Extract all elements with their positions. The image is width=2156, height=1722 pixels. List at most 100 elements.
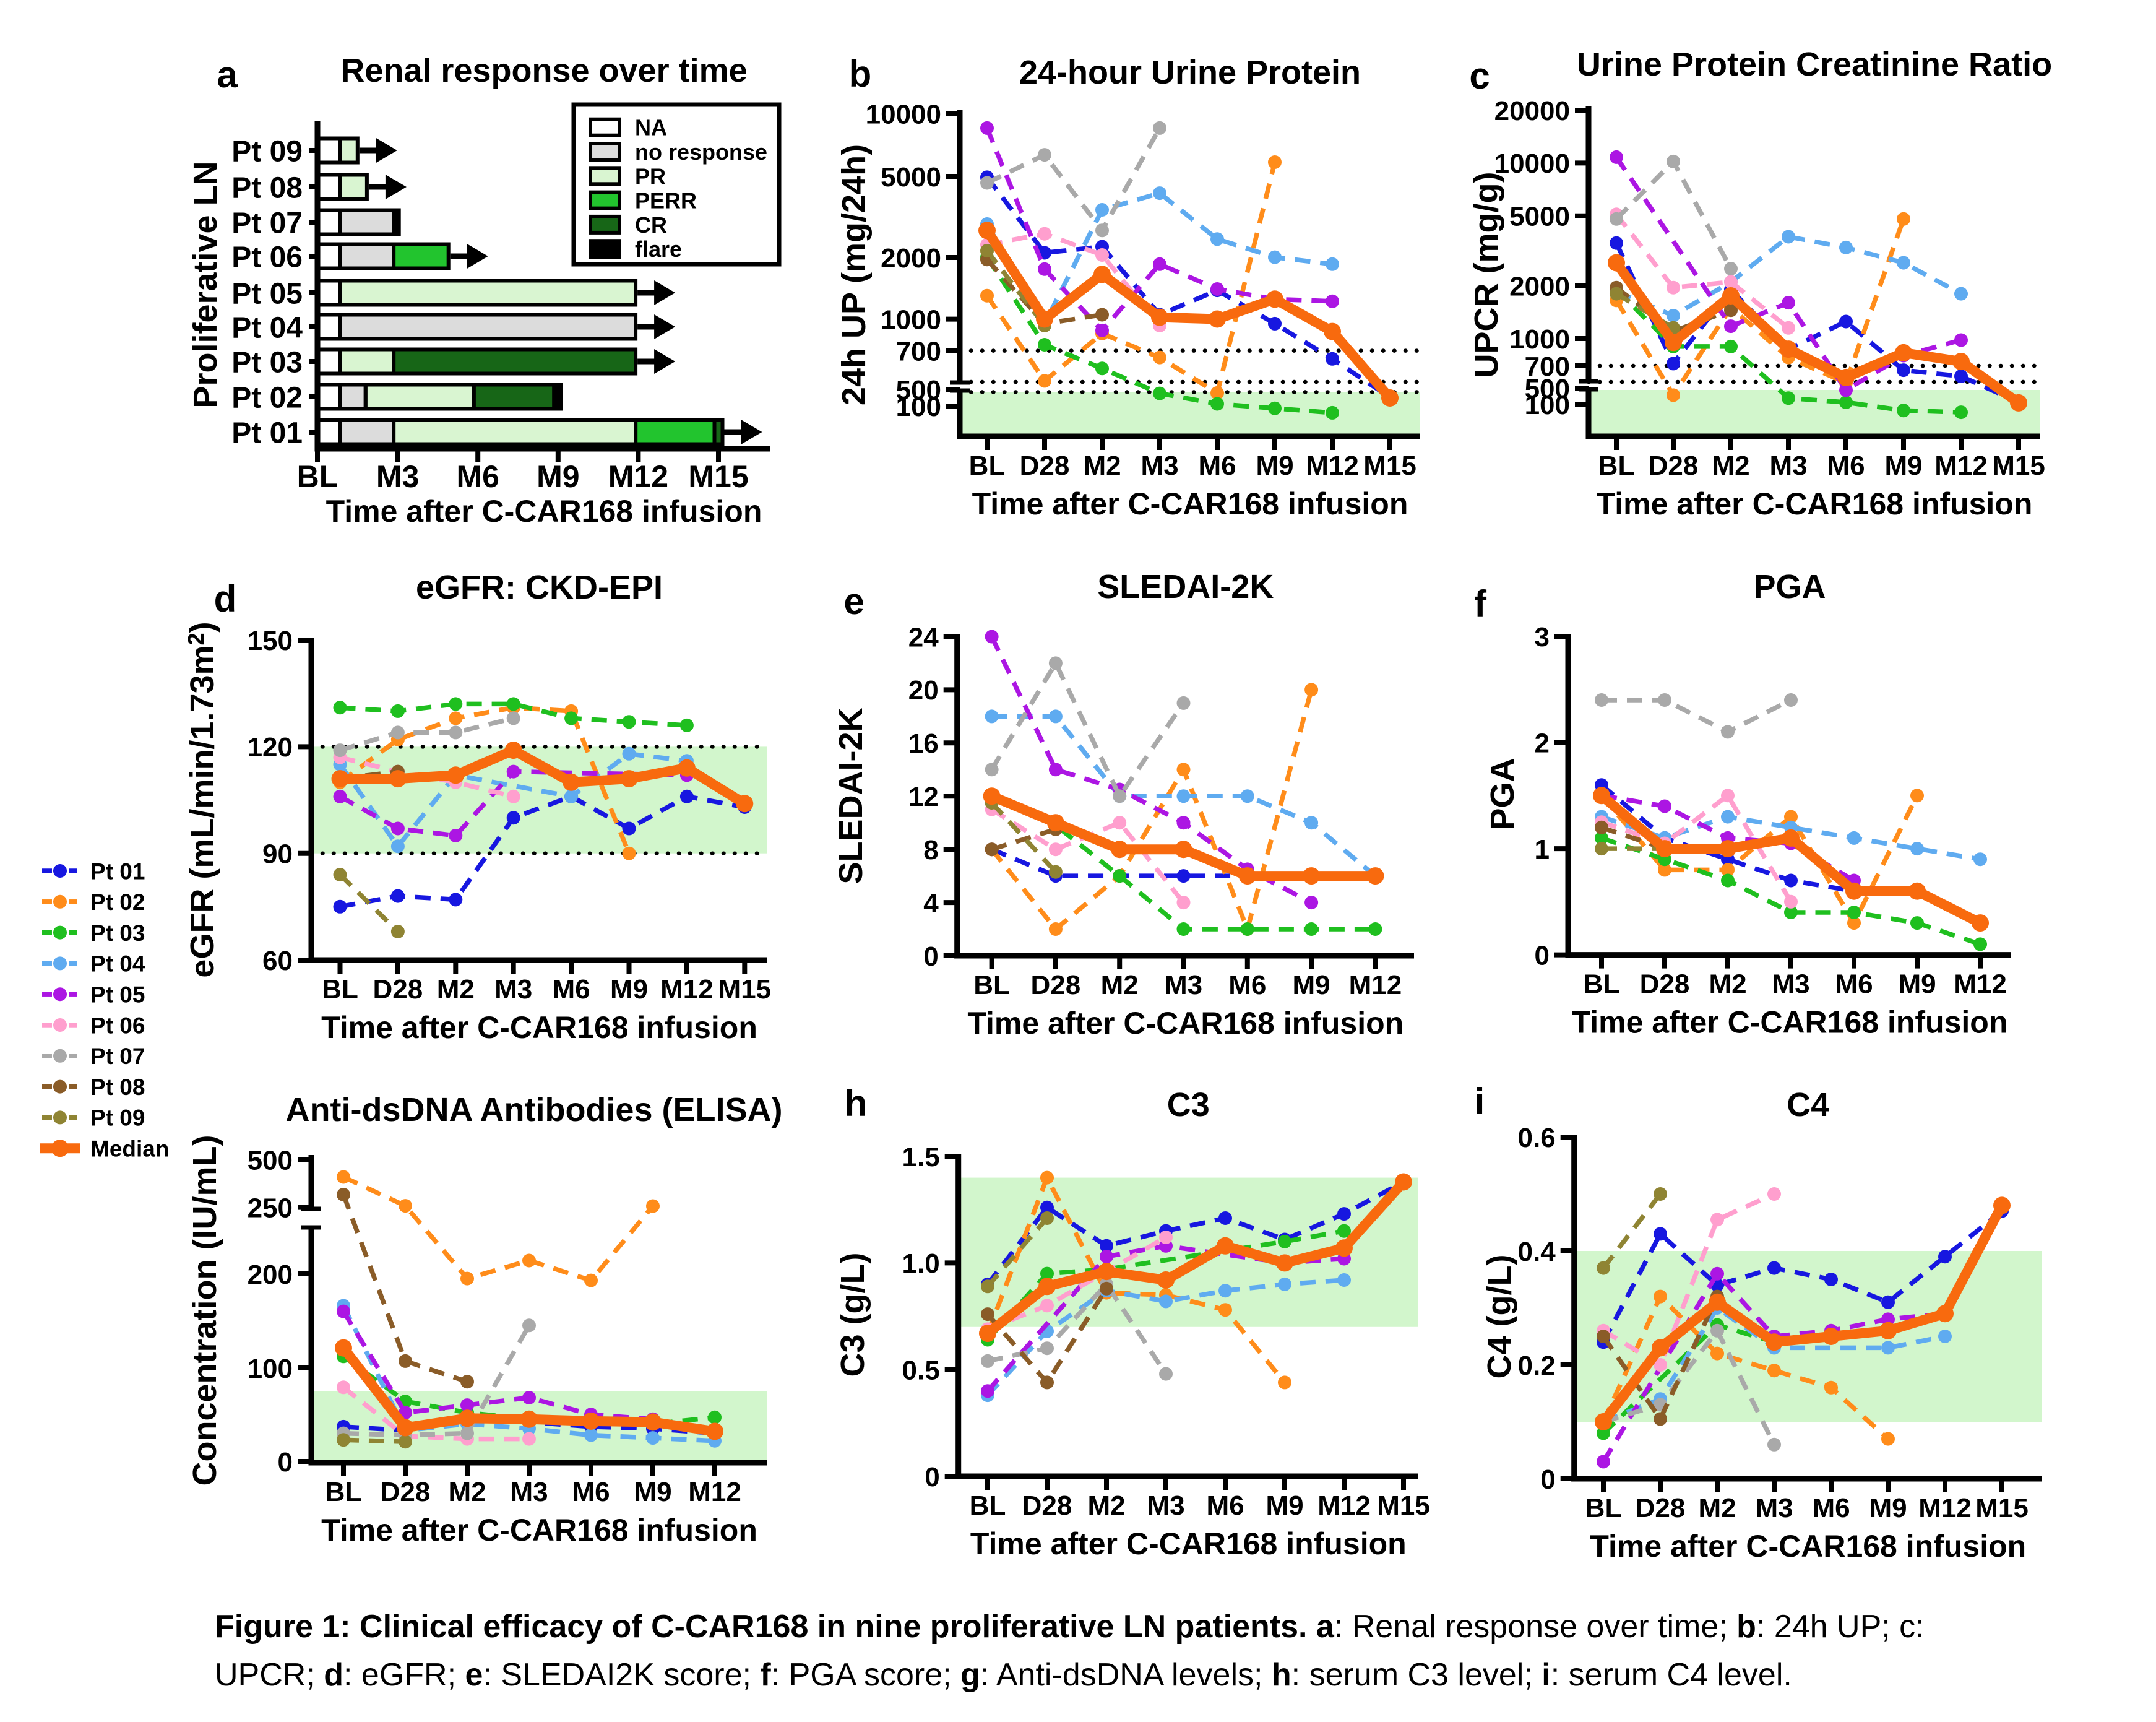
svg-text:2000: 2000	[1509, 271, 1570, 301]
svg-text:20000: 20000	[1494, 96, 1570, 126]
svg-text:Pt 05: Pt 05	[231, 277, 303, 310]
svg-text:PERR: PERR	[635, 188, 697, 214]
svg-text:M6: M6	[1835, 969, 1873, 999]
svg-text:f: f	[1474, 583, 1487, 625]
svg-text:24h UP (mg/24h): 24h UP (mg/24h)	[835, 144, 873, 405]
svg-text:SLEDAI-2K: SLEDAI-2K	[832, 707, 869, 884]
svg-text:20: 20	[908, 675, 939, 706]
svg-text:D28: D28	[1020, 451, 1070, 481]
svg-text:BL: BL	[1585, 1493, 1622, 1523]
svg-text:100: 100	[896, 392, 941, 422]
svg-text:1: 1	[1535, 834, 1550, 865]
svg-text:flare: flare	[635, 236, 682, 262]
svg-text:Pt 03: Pt 03	[90, 920, 145, 946]
svg-text:Time after C-CAR168 infusion: Time after C-CAR168 infusion	[1572, 1005, 2008, 1040]
svg-text:24-hour Urine Protein: 24-hour Urine Protein	[1019, 54, 1361, 91]
svg-text:b: b	[849, 53, 872, 95]
svg-text:M2: M2	[1698, 1493, 1736, 1523]
svg-text:Time after C-CAR168 infusion: Time after C-CAR168 infusion	[970, 1526, 1407, 1561]
svg-text:Pt 05: Pt 05	[90, 982, 145, 1008]
svg-text:1.0: 1.0	[902, 1248, 940, 1279]
svg-text:Pt 03: Pt 03	[231, 346, 303, 379]
svg-text:500: 500	[248, 1146, 293, 1176]
svg-text:M9: M9	[1256, 451, 1293, 481]
svg-text:Time after C-CAR168 infusion: Time after C-CAR168 infusion	[1590, 1529, 2026, 1564]
svg-text:eGFR (mL/min/1.73m2): eGFR (mL/min/1.73m2)	[183, 621, 221, 977]
svg-text:250: 250	[248, 1193, 293, 1223]
svg-text:12: 12	[908, 782, 939, 812]
svg-text:Anti-dsDNA Antibodies (ELISA): Anti-dsDNA Antibodies (ELISA)	[286, 1091, 783, 1128]
svg-text:h: h	[845, 1083, 868, 1124]
svg-text:M12: M12	[1349, 970, 1402, 1000]
svg-text:500: 500	[1525, 374, 1570, 404]
svg-text:D28: D28	[1640, 969, 1690, 999]
svg-text:Pt 07: Pt 07	[231, 207, 303, 240]
svg-text:M12: M12	[608, 459, 668, 494]
svg-text:Time after C-CAR168 infusion: Time after C-CAR168 infusion	[321, 1010, 757, 1045]
svg-text:eGFR: CKD-EPI: eGFR: CKD-EPI	[416, 569, 663, 606]
svg-text:M15: M15	[1377, 1491, 1430, 1521]
svg-text:700: 700	[896, 336, 941, 366]
svg-text:1000: 1000	[1509, 324, 1570, 355]
svg-text:Pt 01: Pt 01	[231, 417, 303, 449]
svg-text:0.4: 0.4	[1518, 1237, 1556, 1267]
svg-text:d: d	[214, 578, 237, 620]
svg-text:0.5: 0.5	[902, 1356, 940, 1386]
svg-text:M9: M9	[1884, 451, 1922, 481]
svg-text:CR: CR	[635, 212, 667, 238]
svg-text:M15: M15	[1992, 451, 2045, 481]
svg-text:D28: D28	[1022, 1491, 1072, 1521]
svg-text:Urine Protein Creatinine Ratio: Urine Protein Creatinine Ratio	[1577, 46, 2052, 83]
svg-text:SLEDAI-2K: SLEDAI-2K	[1097, 568, 1274, 605]
svg-text:700: 700	[1525, 352, 1570, 382]
svg-text:M2: M2	[1101, 970, 1139, 1000]
svg-text:BL: BL	[297, 459, 338, 494]
svg-text:c: c	[1469, 55, 1490, 97]
svg-text:0: 0	[1540, 1465, 1555, 1495]
svg-text:M6: M6	[456, 459, 499, 494]
svg-text:Pt 08: Pt 08	[90, 1075, 145, 1100]
svg-text:3: 3	[1535, 622, 1550, 652]
svg-text:100: 100	[248, 1354, 293, 1384]
svg-text:M12: M12	[1954, 969, 2007, 999]
svg-text:M6: M6	[1198, 451, 1236, 481]
svg-text:Figure 1: Clinical efficacy of: Figure 1: Clinical efficacy of C-CAR168 …	[215, 1609, 1925, 1645]
svg-text:C3: C3	[1167, 1086, 1210, 1123]
svg-text:Pt 06: Pt 06	[231, 241, 303, 274]
svg-text:16: 16	[908, 729, 939, 759]
svg-text:90: 90	[262, 839, 293, 870]
svg-text:UPCR (mg/g): UPCR (mg/g)	[1468, 172, 1505, 378]
svg-text:M15: M15	[1975, 1493, 2029, 1523]
svg-text:BL: BL	[1598, 451, 1635, 481]
svg-text:2: 2	[1535, 728, 1550, 758]
svg-text:Proliferative LN: Proliferative LN	[187, 161, 224, 408]
svg-text:BL: BL	[1584, 969, 1620, 999]
svg-text:D28: D28	[373, 974, 423, 1005]
svg-text:Pt 02: Pt 02	[90, 889, 145, 915]
svg-text:200: 200	[248, 1260, 293, 1290]
svg-text:Time after C-CAR168 infusion: Time after C-CAR168 infusion	[967, 1006, 1404, 1041]
svg-text:0: 0	[278, 1447, 293, 1478]
svg-text:M9: M9	[1266, 1491, 1303, 1521]
svg-text:i: i	[1475, 1081, 1485, 1122]
svg-text:UPCR; d: eGFR; e: SLEDAI2K sco: UPCR; d: eGFR; e: SLEDAI2K score; f: PGA…	[215, 1657, 1792, 1693]
svg-text:Time after C-CAR168 infusion: Time after C-CAR168 infusion	[326, 494, 762, 529]
svg-text:Time after C-CAR168 infusion: Time after C-CAR168 infusion	[321, 1513, 757, 1547]
svg-text:M3: M3	[1772, 969, 1809, 999]
svg-text:M3: M3	[1769, 451, 1807, 481]
svg-text:10000: 10000	[1494, 149, 1570, 179]
svg-text:4: 4	[923, 888, 939, 919]
svg-text:M2: M2	[1083, 451, 1121, 481]
svg-text:Pt 02: Pt 02	[231, 381, 303, 414]
svg-text:M3: M3	[1141, 451, 1178, 481]
svg-text:PGA: PGA	[1753, 568, 1826, 605]
svg-text:M3: M3	[376, 459, 419, 494]
svg-text:Pt 04: Pt 04	[90, 951, 145, 977]
svg-text:150: 150	[248, 626, 293, 656]
svg-text:1000: 1000	[881, 305, 941, 335]
svg-text:Pt 01: Pt 01	[90, 859, 145, 884]
svg-text:8: 8	[923, 835, 938, 865]
svg-text:D28: D28	[1649, 451, 1699, 481]
svg-text:M12: M12	[688, 1477, 741, 1507]
svg-text:0: 0	[1535, 940, 1550, 971]
